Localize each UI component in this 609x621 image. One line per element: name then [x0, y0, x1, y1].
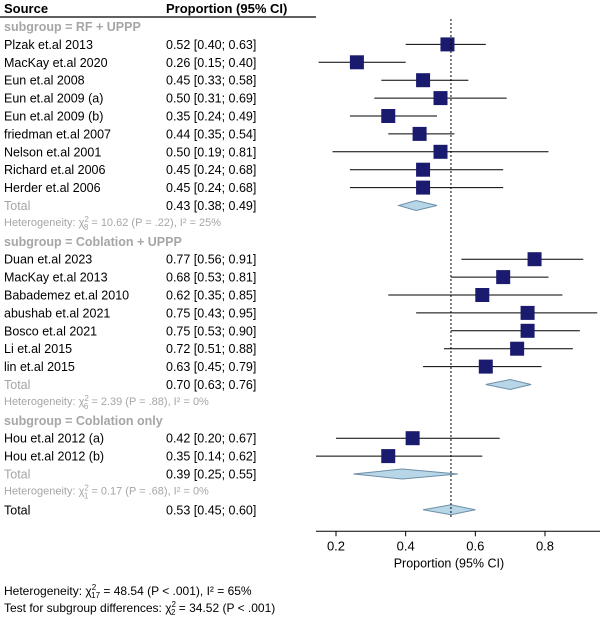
estimate-square — [416, 73, 431, 88]
study-ci-text: 0.75 [0.43; 0.95] — [166, 306, 256, 320]
subgroup-heterogeneity: Heterogeneity: χ2 8 = 10.62 (P = .22), I²… — [4, 215, 221, 232]
study-name: Bosco et.al 2021 — [4, 324, 97, 338]
estimate-square — [475, 288, 490, 302]
estimate-square — [496, 270, 511, 285]
estimate-square — [412, 126, 427, 141]
estimate-square — [433, 91, 448, 106]
subgroup-heterogeneity: Heterogeneity: χ2 1 = 0.17 (P = .68), I² … — [4, 483, 209, 500]
overall-total-ci-text: 0.53 [0.45; 0.60] — [166, 503, 256, 517]
subgroup-diamond — [353, 468, 458, 480]
subgroup-total-label: Total — [4, 468, 30, 482]
study-ci-text: 0.77 [0.56; 0.91] — [166, 253, 256, 267]
study-name: MacKay et.al 2013 — [4, 271, 108, 285]
study-ci-text: 0.35 [0.24; 0.49] — [166, 110, 256, 124]
subgroup-total-ci-text: 0.70 [0.63; 0.76] — [166, 378, 256, 392]
estimate-square — [381, 109, 396, 123]
x-axis-label: Proportion (95% CI) — [394, 556, 504, 570]
estimate-square — [433, 144, 448, 159]
study-name: Nelson et.al 2001 — [4, 145, 101, 159]
subgroup-label: subgroup = RF + UPPP — [4, 20, 141, 34]
study-ci-text: 0.50 [0.31; 0.69] — [166, 92, 256, 106]
study-name: Plzak et.al 2013 — [4, 38, 93, 52]
study-ci-text: 0.35 [0.14; 0.62] — [166, 450, 256, 464]
subgroup-total-ci-text: 0.43 [0.38; 0.49] — [166, 199, 256, 213]
study-ci-text: 0.63 [0.45; 0.79] — [166, 360, 256, 374]
x-tick-label: 0.6 — [466, 538, 484, 553]
study-ci-text: 0.75 [0.53; 0.90] — [166, 324, 256, 338]
forest-rows: subgroup = RF + UPPP Plzak et.al 2013 0.52… — [4, 19, 598, 518]
x-axis: 0.2 0.4 0.6 0.8 Proportion (95% CI) — [316, 530, 600, 570]
study-name: Eun et.al 2008 — [4, 74, 85, 88]
overall-total-label: Total — [4, 503, 30, 517]
estimate-square — [520, 323, 535, 338]
study-name: Herder et.al 2006 — [4, 181, 101, 195]
study-name: abushab et.al 2021 — [4, 306, 110, 320]
estimate-square — [416, 180, 431, 195]
study-ci-text: 0.52 [0.40; 0.63] — [166, 38, 256, 52]
x-tick-label: 0.4 — [397, 538, 415, 553]
study-ci-text: 0.72 [0.51; 0.88] — [166, 342, 256, 356]
header-proportion: Proportion (95% CI) — [166, 1, 287, 16]
study-name: friedman et.al 2007 — [4, 127, 111, 141]
study-ci-text: 0.45 [0.24; 0.68] — [166, 163, 256, 177]
subgroup-label: subgroup = Coblation only — [4, 414, 163, 428]
study-ci-text: 0.45 [0.33; 0.58] — [166, 74, 256, 88]
study-name: MacKay et.al 2020 — [4, 56, 108, 70]
study-name: lin et.al 2015 — [4, 360, 75, 374]
estimate-square — [381, 449, 396, 464]
study-ci-text: 0.26 [0.15; 0.40] — [166, 56, 256, 70]
study-name: Li et.al 2015 — [4, 342, 72, 356]
subgroup-label: subgroup = Coblation + UPPP — [4, 235, 182, 249]
study-ci-text: 0.68 [0.53; 0.81] — [166, 271, 256, 285]
study-ci-text: 0.44 [0.35; 0.54] — [166, 127, 256, 141]
estimate-square — [405, 431, 420, 446]
subgroup-total-label: Total — [4, 199, 30, 213]
study-name: Richard et.al 2006 — [4, 163, 106, 177]
subgroup-diamond — [485, 378, 532, 391]
estimate-square — [478, 359, 493, 374]
subgroup-total-label: Total — [4, 378, 30, 392]
overall-heterogeneity: Heterogeneity: χ217 = 48.54 (P < .001), … — [4, 583, 252, 601]
estimate-square — [416, 162, 431, 177]
study-name: Eun et.al 2009 (b) — [4, 110, 103, 124]
study-ci-text: 0.45 [0.24; 0.68] — [166, 181, 256, 195]
study-ci-text: 0.62 [0.35; 0.85] — [166, 289, 256, 303]
estimate-square — [440, 37, 455, 52]
study-name: Hou et.al 2012 (b) — [4, 450, 104, 464]
overall-diamond — [422, 504, 476, 516]
estimate-square — [349, 55, 364, 70]
subgroup-difference-test: Test for subgroup differences: χ22 = 34.… — [4, 600, 276, 618]
estimate-square — [510, 341, 525, 356]
study-name: Babademez et.al 2010 — [4, 289, 129, 303]
subgroup-diamond — [396, 199, 438, 212]
study-name: Eun et.al 2009 (a) — [4, 92, 103, 106]
study-ci-text: 0.50 [0.19; 0.81] — [166, 145, 256, 159]
study-name: Hou et.al 2012 (a) — [4, 432, 104, 446]
subgroup-total-ci-text: 0.39 [0.25; 0.55] — [166, 468, 256, 482]
header-source: Source — [4, 1, 48, 16]
subgroup-heterogeneity: Heterogeneity: χ2 6 = 2.39 (P = .88), I² … — [4, 394, 209, 411]
x-tick-label: 0.2 — [327, 538, 345, 553]
estimate-square — [527, 252, 542, 267]
x-tick-label: 0.8 — [536, 538, 554, 553]
study-name: Duan et.al 2023 — [4, 253, 92, 267]
study-ci-text: 0.42 [0.20; 0.67] — [166, 432, 256, 446]
estimate-square — [520, 305, 535, 320]
